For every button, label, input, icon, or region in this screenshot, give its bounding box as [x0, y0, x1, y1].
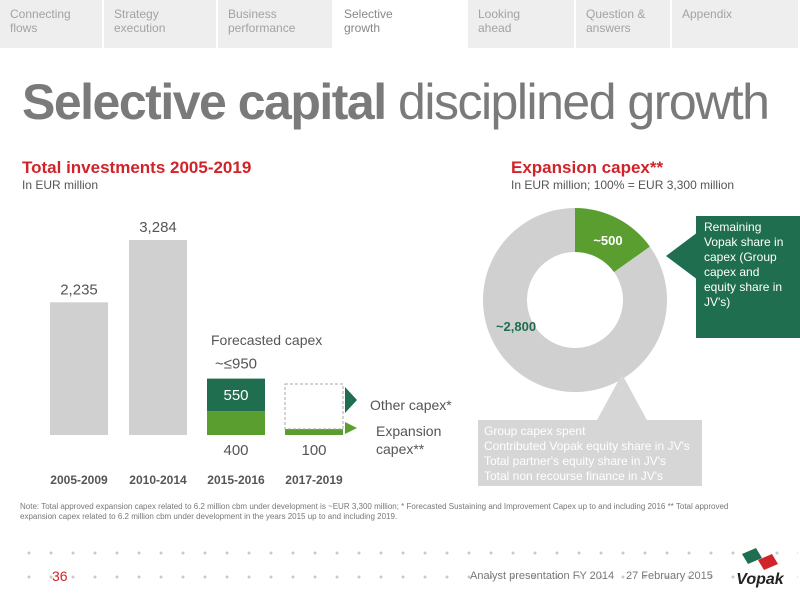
- tab-looking-ahead[interactable]: Looking ahead: [468, 0, 576, 48]
- bar-2010-2014: [129, 240, 187, 435]
- group-callout-pointer: [596, 374, 648, 422]
- page-title-bold: Selective capital: [22, 74, 387, 130]
- group-capex-callout: Group capex spent Contributed Vopak equi…: [478, 420, 702, 486]
- investments-bar-chart: 2,235 3,284 400 100 550 ~≤950 Forecasted…: [50, 219, 452, 487]
- group-callout-line-4: Total non recourse finance in JV's: [484, 469, 664, 483]
- page-title: Selective capital disciplined growth: [22, 72, 770, 132]
- vopak-logo: Vopak: [736, 548, 785, 588]
- legend-expansion-capex: Expansion capex**: [376, 423, 445, 457]
- vopak-logo-mark-red: [758, 554, 778, 570]
- bar-label-2010-2014: 3,284: [139, 219, 177, 236]
- dot-divider-top: [18, 551, 798, 555]
- vopak-logo-text: Vopak: [736, 571, 785, 588]
- legend-other-capex: Other capex*: [370, 397, 452, 413]
- legend-expansion-line-2: capex**: [376, 441, 425, 457]
- presentation-date: 27 February 2015: [626, 570, 713, 582]
- x-tick-2010-2014: 2010-2014: [129, 473, 187, 487]
- group-callout-line-1: Group capex spent: [484, 424, 586, 438]
- donut-label-2800: ~2,800: [496, 319, 536, 334]
- other-capex-value-label: 550: [223, 387, 248, 404]
- stack-total-label: ~≤950: [215, 356, 257, 373]
- bar-label-2015-2016: 400: [223, 442, 248, 459]
- bar-2005-2009: [50, 302, 108, 435]
- tab-question-answers[interactable]: Question & answers: [576, 0, 672, 48]
- bar-label-2005-2009: 2,235: [60, 281, 98, 298]
- donut-label-500: ~500: [593, 233, 622, 248]
- page-number: 36: [52, 568, 68, 584]
- left-chart-subtitle: In EUR million: [22, 178, 99, 192]
- vopak-logo-mark-green: [742, 548, 762, 564]
- section-nav: Connecting flows Strategy execution Busi…: [0, 0, 800, 48]
- tab-selective-growth[interactable]: Selective growth: [334, 0, 468, 48]
- donut-slice-remaining: [575, 208, 650, 273]
- left-chart-title: Total investments 2005-2019: [22, 158, 252, 177]
- tab-business-performance[interactable]: Business performance: [218, 0, 334, 48]
- footnote: Note: Total approved expansion capex rel…: [20, 502, 729, 521]
- presentation-name: Analyst presentation FY 2014: [470, 570, 615, 582]
- x-tick-2005-2009: 2005-2009: [50, 473, 108, 487]
- right-chart-title: Expansion capex**: [511, 158, 664, 177]
- group-callout-line-2: Contributed Vopak equity share in JV's: [484, 439, 690, 453]
- bar-2017-2019-expansion: [285, 429, 343, 435]
- tab-appendix[interactable]: Appendix: [672, 0, 800, 48]
- x-tick-2015-2016: 2015-2016: [207, 473, 265, 487]
- tab-strategy-execution[interactable]: Strategy execution: [104, 0, 218, 48]
- dot-divider-bottom: [18, 575, 798, 579]
- other-capex-legend-marker: [345, 387, 357, 413]
- expansion-capex-legend-marker: [345, 422, 357, 434]
- legend-expansion-line-1: Expansion: [376, 423, 441, 439]
- group-callout-line-3: Total partner's equity share in JV's: [484, 454, 667, 468]
- bar-2015-2016-expansion: [207, 411, 265, 435]
- forecast-label: Forecasted capex: [211, 332, 322, 348]
- bar-label-2017-2019: 100: [301, 442, 326, 459]
- donut-slice-group: [483, 208, 667, 392]
- bar-2015-2016-other: [207, 378, 265, 412]
- bar-2017-2019-other-forecast: [284, 383, 344, 430]
- page-title-rest: disciplined growth: [398, 74, 770, 130]
- remaining-share-callout: Remaining Vopak share in capex (Group ca…: [696, 216, 800, 338]
- right-chart-subtitle: In EUR million; 100% = EUR 3,300 million: [511, 178, 735, 192]
- remaining-callout-pointer: [666, 232, 698, 280]
- tab-connecting-flows[interactable]: Connecting flows: [0, 0, 104, 48]
- expansion-capex-donut: ~500 ~2,800: [483, 208, 667, 392]
- x-tick-2017-2019: 2017-2019: [285, 473, 343, 487]
